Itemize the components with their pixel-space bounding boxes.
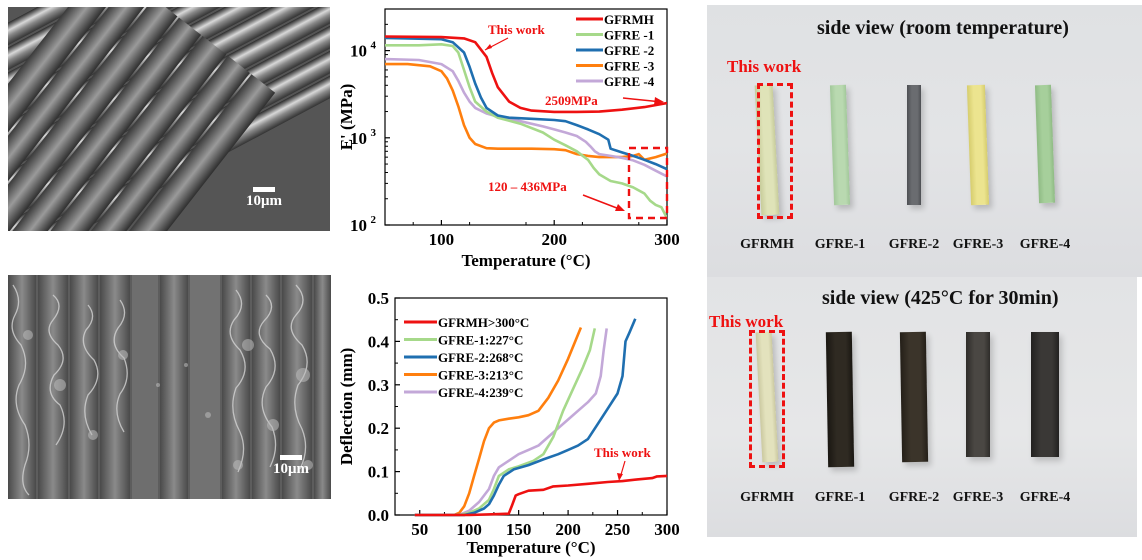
y-tick-label: 0.5	[368, 289, 389, 308]
x-tick-label: 100	[456, 520, 482, 539]
legend-label: GFRE-4:239°C	[438, 385, 523, 400]
photo-title: side view (425°C for 30min)	[822, 287, 1059, 309]
sample-label: GFRE-2	[888, 237, 940, 252]
series-line-gfre-2	[414, 318, 637, 517]
series-line-gfrmh	[385, 35, 667, 114]
y-tick-exponent: 2	[371, 214, 377, 226]
x-tick-label: 200	[541, 230, 567, 249]
sample-strip-gfre-1	[825, 331, 855, 468]
highlight-box	[627, 146, 669, 220]
sem-fiber-texture-top	[8, 7, 330, 231]
y-tick-label: 0.3	[368, 376, 389, 395]
y-tick-label: 0.2	[368, 419, 389, 438]
scale-bar-line	[253, 187, 275, 192]
annotation-2509mpa: 2509MPa	[545, 93, 598, 108]
x-tick-label: 100	[429, 230, 455, 249]
sample-label: GFRE-4	[1019, 490, 1071, 505]
photo-title: side view (room temperature)	[817, 17, 1069, 39]
sample-strip-gfre-3	[966, 332, 990, 457]
x-axis-label: Temperature (°C)	[466, 538, 595, 557]
y-axis-label: E' (MPa)	[340, 84, 356, 151]
sem-image-bottom: 10μm	[8, 275, 331, 499]
annotation-this-work: This work	[594, 445, 651, 460]
legend-label: GFRE -3	[604, 59, 655, 74]
y-tick-label: 0.1	[368, 463, 389, 482]
sample-label: GFRE-1	[814, 237, 866, 252]
sample-label: GFRE-4	[1019, 237, 1071, 252]
sample-strip-gfre-2	[907, 85, 921, 205]
x-tick-label: 200	[555, 520, 581, 539]
scale-bar-label: 10μm	[246, 193, 282, 209]
scale-bar-line	[280, 455, 302, 460]
series-line-gfre-4	[414, 328, 608, 517]
sample-strip-gfre-4	[1031, 332, 1059, 457]
sample-label: GFRMH	[740, 490, 794, 505]
photo-after-heating: side view (425°C for 30min) This work GF…	[707, 277, 1137, 537]
x-tick-label: 50	[411, 520, 428, 539]
plot-frame	[394, 297, 668, 516]
this-work-label: This work	[709, 312, 784, 331]
x-axis-label: Temperature (°C)	[461, 251, 590, 270]
y-tick-label: 10	[350, 42, 367, 61]
sem-image-top: 10μm	[8, 7, 330, 231]
annotation-arrow	[582, 194, 623, 211]
x-tick-label: 300	[654, 230, 680, 249]
arrow-head	[485, 44, 492, 50]
sample-label: GFRE-2	[888, 490, 940, 505]
legend-label: GFRE-1:227°C	[438, 333, 523, 348]
series-line-gfre-1	[385, 43, 667, 219]
photo-room-temperature: side view (room temperature) This work G…	[707, 5, 1142, 277]
sample-label: GFRE-3	[952, 237, 1004, 252]
legend-label: GFRE -1	[604, 28, 654, 43]
series-line-gfre-1	[414, 328, 597, 517]
legend-label: GFRMH	[604, 12, 654, 27]
legend-label: GFRE -4	[604, 74, 655, 89]
y-tick-label: 10	[350, 129, 367, 148]
sample-label: GFRMH	[740, 237, 794, 252]
this-work-highlight-box	[757, 83, 793, 219]
scale-bar-top: 10μm	[246, 187, 282, 210]
legend-label: GFRE-2:268°C	[438, 350, 523, 365]
series-line-gfre-4	[385, 57, 667, 178]
this-work-label: This work	[727, 57, 802, 76]
x-tick-label: 250	[605, 520, 631, 539]
x-tick-label: 150	[506, 520, 532, 539]
x-tick-label: 300	[654, 520, 680, 539]
series-line-gfre-2	[385, 36, 667, 171]
sample-strip-gfre-4	[1034, 84, 1056, 204]
sample-label: GFRE-3	[952, 490, 1004, 505]
series-line-gfre-3	[414, 327, 583, 517]
legend-label: GFRE-3:213°C	[438, 368, 523, 383]
y-tick-label: 0.4	[368, 332, 390, 351]
y-tick-exponent: 4	[371, 40, 377, 52]
series-line-gfrmh	[414, 474, 668, 517]
scale-bar-label: 10μm	[273, 461, 309, 477]
y-tick-label: 10	[350, 216, 367, 235]
this-work-highlight-box	[749, 330, 785, 468]
sample-strip-gfre-3	[966, 84, 990, 206]
sample-label: GFRE-1	[814, 490, 866, 505]
arrow-head	[615, 204, 625, 211]
y-axis-label: Deflection (mm)	[340, 348, 356, 466]
annotation-this-work: This work	[488, 22, 545, 37]
arrow-head	[654, 97, 664, 105]
legend-label: GFRE -2	[604, 43, 654, 58]
annotation-range: 120 – 436MPa	[488, 179, 567, 194]
arrow-head	[617, 473, 623, 481]
sample-strip-gfre-1	[829, 84, 851, 206]
legend-label: GFRMH>300°C	[438, 315, 529, 330]
y-tick-exponent: 3	[371, 127, 377, 139]
sample-strip-gfre-2	[899, 331, 929, 463]
storage-modulus-chart: 10 2 10 3 10 4 100 200 300 Temperature (°C) E' (MP…	[340, 8, 680, 270]
sem-damaged-texture-bottom	[8, 275, 331, 499]
y-tick-label: 0.0	[368, 506, 389, 525]
deflection-chart: 0.0 0.1 0.2 0.3 0.4 0.5 50 100 150 200 250 300 Tempe…	[340, 289, 680, 557]
scale-bar-bottom: 10μm	[273, 455, 309, 478]
